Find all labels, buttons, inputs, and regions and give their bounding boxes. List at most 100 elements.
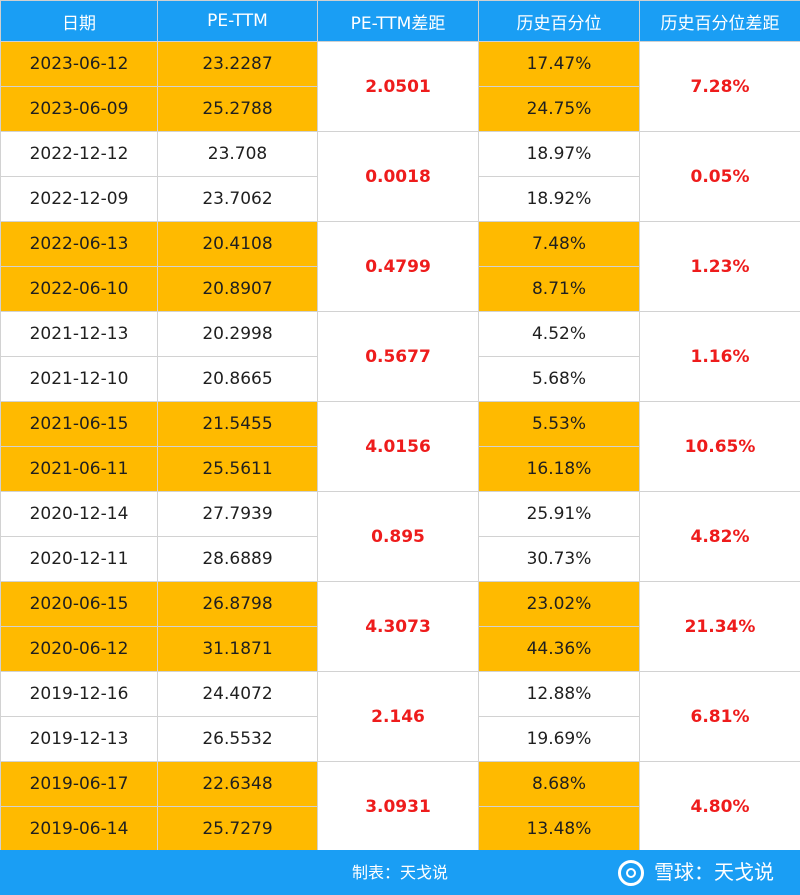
pe-ttm-cell: 26.8798 xyxy=(157,581,318,627)
table-row: 2021-12-13 20.2998 0.5677 4.52% 1.16% xyxy=(0,311,800,402)
table-row: 2020-12-14 27.7939 0.895 25.91% 4.82% xyxy=(0,491,800,582)
table-row: 2022-06-13 20.4108 0.4799 7.48% 1.23% xyxy=(0,221,800,312)
pe-ttm-cell: 21.5455 xyxy=(157,401,318,447)
percentile-cell: 8.68% xyxy=(478,761,640,807)
date-cell: 2019-06-14 xyxy=(0,806,158,852)
percentile-cell: 13.48% xyxy=(478,806,640,852)
pe-ttm-cell: 20.2998 xyxy=(157,311,318,357)
percentile-cell: 18.97% xyxy=(478,131,640,177)
percentile-cell: 8.71% xyxy=(478,266,640,312)
header-percentile-diff: 历史百分位差距 xyxy=(639,0,800,42)
table-row: 2021-12-10 20.8665 5.68% xyxy=(0,356,800,402)
pe-ttm-cell: 20.4108 xyxy=(157,221,318,267)
date-cell: 2020-12-14 xyxy=(0,491,158,537)
pe-ttm-cell: 24.4072 xyxy=(157,671,318,717)
header-date: 日期 xyxy=(0,0,158,42)
pe-ttm-cell: 23.7062 xyxy=(157,176,318,222)
date-cell: 2020-12-11 xyxy=(0,536,158,582)
percentile-cell: 23.02% xyxy=(478,581,640,627)
date-cell: 2020-06-15 xyxy=(0,581,158,627)
pe-ttm-cell: 28.6889 xyxy=(157,536,318,582)
table-row: 2020-06-12 31.1871 44.36% xyxy=(0,626,800,672)
table-row: 2019-12-13 26.5532 19.69% xyxy=(0,716,800,762)
pe-ttm-diff-cell: 4.3073 xyxy=(317,581,479,672)
date-cell: 2023-06-12 xyxy=(0,41,158,87)
pe-ttm-cell: 22.6348 xyxy=(157,761,318,807)
snowball-logo-icon xyxy=(618,859,644,886)
percentile-cell: 5.68% xyxy=(478,356,640,402)
table-row: 2021-06-15 21.5455 4.0156 5.53% 10.65% xyxy=(0,401,800,492)
pe-ttm-cell: 25.2788 xyxy=(157,86,318,132)
table-row: 2022-06-10 20.8907 8.71% xyxy=(0,266,800,312)
table-row: 2020-06-15 26.8798 4.3073 23.02% 21.34% xyxy=(0,581,800,672)
footer-bar: 制表：天戈说 雪球：天戈说 xyxy=(0,850,800,895)
percentile-cell: 12.88% xyxy=(478,671,640,717)
date-cell: 2022-06-10 xyxy=(0,266,158,312)
table-body: 2023-06-12 23.2287 2.0501 17.47% 7.28% 2023-0… xyxy=(0,41,800,852)
percentile-diff-cell: 4.80% xyxy=(639,761,800,852)
percentile-diff-cell: 7.28% xyxy=(639,41,800,132)
percentile-cell: 4.52% xyxy=(478,311,640,357)
percentile-cell: 44.36% xyxy=(478,626,640,672)
percentile-diff-cell: 0.05% xyxy=(639,131,800,222)
header-percentile: 历史百分位 xyxy=(478,0,640,42)
pe-ttm-cell: 25.7279 xyxy=(157,806,318,852)
table-row: 2019-12-16 24.4072 2.146 12.88% 6.81% xyxy=(0,671,800,762)
percentile-diff-cell: 6.81% xyxy=(639,671,800,762)
date-cell: 2022-12-12 xyxy=(0,131,158,177)
percentile-cell: 17.47% xyxy=(478,41,640,87)
table-row: 2020-12-11 28.6889 30.73% xyxy=(0,536,800,582)
pe-ttm-cell: 20.8907 xyxy=(157,266,318,312)
pe-ttm-cell: 20.8665 xyxy=(157,356,318,402)
pe-ttm-diff-cell: 0.895 xyxy=(317,491,479,582)
header-pe-ttm: PE-TTM xyxy=(157,0,318,42)
percentile-cell: 16.18% xyxy=(478,446,640,492)
table-row: 2022-12-12 23.708 0.0018 18.97% 0.05% xyxy=(0,131,800,222)
pe-ttm-cell: 25.5611 xyxy=(157,446,318,492)
pe-ttm-cell: 31.1871 xyxy=(157,626,318,672)
date-cell: 2019-12-16 xyxy=(0,671,158,717)
pe-ttm-cell: 26.5532 xyxy=(157,716,318,762)
date-cell: 2021-06-15 xyxy=(0,401,158,447)
date-cell: 2022-06-13 xyxy=(0,221,158,267)
date-cell: 2022-12-09 xyxy=(0,176,158,222)
header-row: 日期 PE-TTM PE-TTM差距 历史百分位 历史百分位差距 xyxy=(0,0,800,42)
percentile-cell: 30.73% xyxy=(478,536,640,582)
table-row: 2019-06-17 22.6348 3.0931 8.68% 4.80% xyxy=(0,761,800,852)
date-cell: 2023-06-09 xyxy=(0,86,158,132)
date-cell: 2019-06-17 xyxy=(0,761,158,807)
percentile-cell: 24.75% xyxy=(478,86,640,132)
table-row: 2019-06-14 25.7279 13.48% xyxy=(0,806,800,852)
pe-ttm-diff-cell: 0.0018 xyxy=(317,131,479,222)
percentile-cell: 25.91% xyxy=(478,491,640,537)
percentile-diff-cell: 1.16% xyxy=(639,311,800,402)
pe-ttm-cell: 27.7939 xyxy=(157,491,318,537)
pe-ttm-diff-cell: 2.0501 xyxy=(317,41,479,132)
watermark-text: 雪球：天戈说 xyxy=(654,860,774,884)
pe-ttm-diff-cell: 2.146 xyxy=(317,671,479,762)
percentile-diff-cell: 21.34% xyxy=(639,581,800,672)
percentile-cell: 7.48% xyxy=(478,221,640,267)
pe-ttm-diff-cell: 4.0156 xyxy=(317,401,479,492)
table-row: 2023-06-12 23.2287 2.0501 17.47% 7.28% xyxy=(0,41,800,132)
date-cell: 2019-12-13 xyxy=(0,716,158,762)
pe-ttm-diff-cell: 0.5677 xyxy=(317,311,479,402)
watermark: 雪球：天戈说 xyxy=(618,850,774,895)
date-cell: 2020-06-12 xyxy=(0,626,158,672)
pe-ttm-diff-cell: 3.0931 xyxy=(317,761,479,852)
date-cell: 2021-12-13 xyxy=(0,311,158,357)
percentile-diff-cell: 10.65% xyxy=(639,401,800,492)
pe-ttm-cell: 23.708 xyxy=(157,131,318,177)
pe-percentile-table: 日期 PE-TTM PE-TTM差距 历史百分位 历史百分位差距 2023-06… xyxy=(0,0,800,852)
table-row: 2022-12-09 23.7062 18.92% xyxy=(0,176,800,222)
percentile-cell: 18.92% xyxy=(478,176,640,222)
percentile-cell: 19.69% xyxy=(478,716,640,762)
date-cell: 2021-12-10 xyxy=(0,356,158,402)
table-row: 2021-06-11 25.5611 16.18% xyxy=(0,446,800,492)
table-row: 2023-06-09 25.2788 24.75% xyxy=(0,86,800,132)
maker-credit: 制表：天戈说 xyxy=(351,863,448,882)
percentile-cell: 5.53% xyxy=(478,401,640,447)
pe-ttm-cell: 23.2287 xyxy=(157,41,318,87)
date-cell: 2021-06-11 xyxy=(0,446,158,492)
